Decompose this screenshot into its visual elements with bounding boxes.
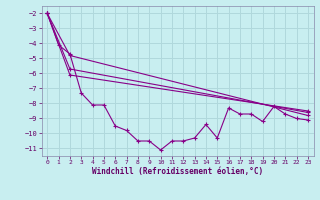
X-axis label: Windchill (Refroidissement éolien,°C): Windchill (Refroidissement éolien,°C) bbox=[92, 167, 263, 176]
